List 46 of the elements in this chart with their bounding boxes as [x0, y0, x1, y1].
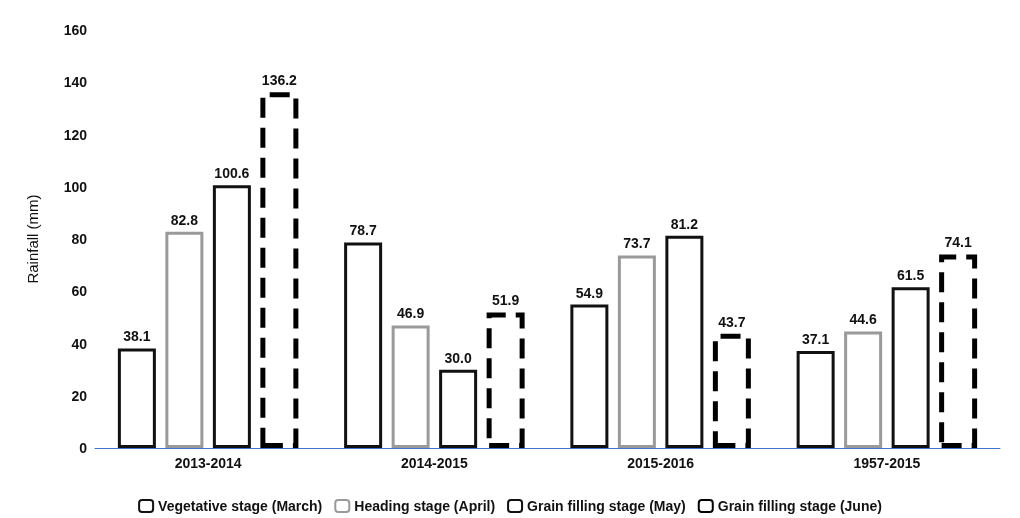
data-label: 38.1: [123, 328, 151, 345]
y-tick-label: 0: [79, 440, 88, 456]
data-label: 82.8: [170, 211, 199, 228]
y-tick-label: 20: [71, 387, 88, 404]
data-label: 30.0: [444, 349, 472, 366]
bar: [165, 231, 204, 448]
bar: [796, 351, 835, 448]
y-tick-label: 80: [71, 231, 88, 247]
data-label: 37.1: [802, 331, 830, 348]
data-label: 61.5: [897, 267, 925, 284]
data-label: 43.7: [718, 313, 746, 330]
bar: [212, 185, 251, 448]
bar: [391, 325, 430, 448]
bar: [117, 348, 156, 448]
data-label: 73.7: [623, 235, 651, 252]
legend-label: Grain filling stage (June): [717, 498, 882, 514]
data-label: 46.9: [397, 305, 425, 322]
data-label: 44.6: [849, 311, 877, 328]
data-label: 136.2: [261, 72, 298, 89]
bar: [344, 242, 383, 448]
legend-label: Heading stage (April): [354, 498, 496, 514]
x-tick-label: 2015-2016: [627, 455, 695, 471]
data-label: 74.1: [944, 234, 972, 251]
bar: [439, 369, 478, 448]
data-label: 78.7: [349, 222, 377, 239]
y-tick-label: 60: [71, 283, 88, 300]
legend-label: Vegetative stage (March): [158, 498, 323, 514]
data-label: 100.6: [214, 165, 250, 182]
x-tick-label: 2014-2015: [400, 455, 469, 471]
legend-label: Grain filling stage (May): [527, 498, 686, 514]
bar: [844, 331, 883, 448]
bar: [665, 235, 704, 448]
y-tick-label: 40: [71, 335, 88, 352]
data-label: 81.2: [670, 215, 699, 232]
y-tick-label: 100: [63, 178, 88, 195]
y-tick-label: 140: [63, 74, 88, 91]
data-label: 54.9: [575, 284, 604, 301]
x-tick-label: 2013-2014: [174, 455, 242, 471]
bar: [570, 304, 609, 448]
data-label: 51.9: [492, 292, 520, 309]
x-tick-label: 1957-2015: [853, 455, 921, 471]
y-axis-title: Rainfall (mm): [24, 194, 41, 284]
bar: [891, 287, 930, 448]
y-tick-label: 120: [63, 126, 88, 143]
y-tick-label: 160: [63, 22, 88, 38]
bar: [617, 255, 656, 448]
